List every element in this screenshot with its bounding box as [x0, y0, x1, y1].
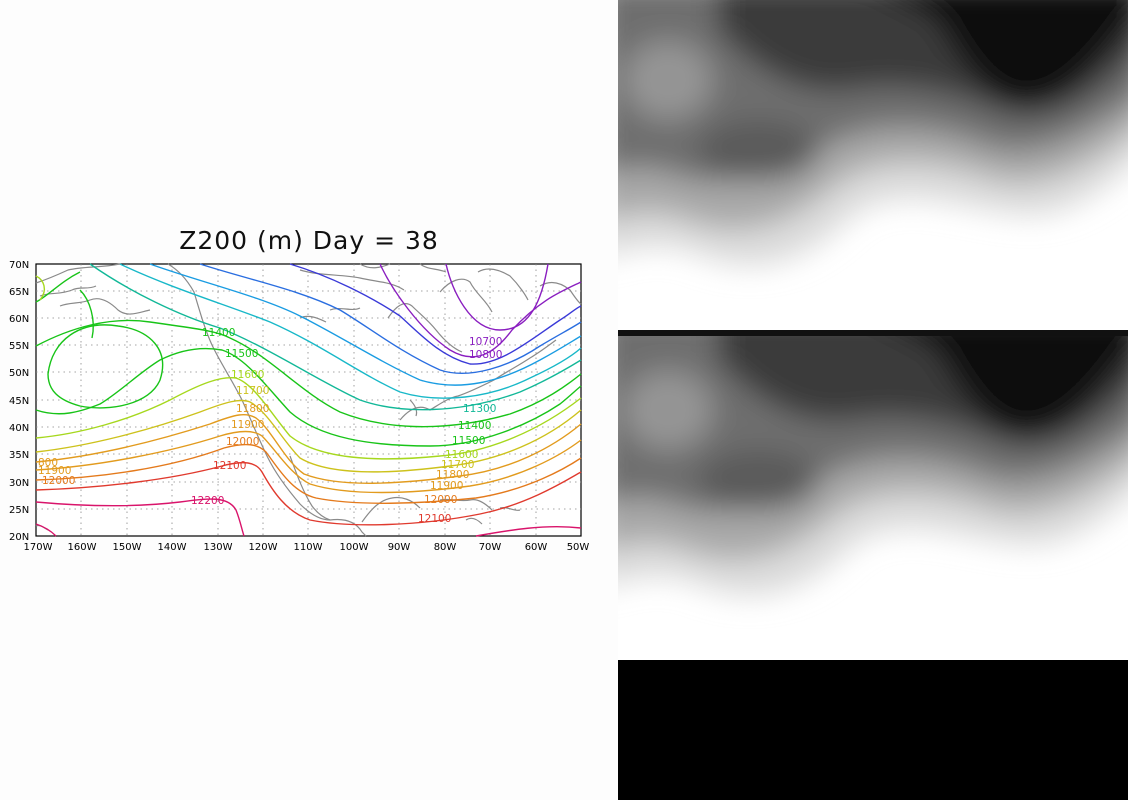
lon-label: 80W [434, 542, 457, 553]
lat-label: 25N [9, 505, 29, 516]
lat-label: 45N [9, 396, 29, 407]
lon-label: 170W [24, 542, 53, 553]
contour-label: 12000 [42, 475, 75, 487]
lat-label: 55N [9, 341, 29, 352]
lat-label: 70N [9, 260, 29, 271]
contour-label: 11600 [231, 369, 264, 381]
contour-label: 11800 [436, 469, 469, 481]
contour-label: 11800 [236, 403, 269, 415]
contour-label: 11500 [225, 348, 258, 360]
lon-label: 50W [567, 542, 590, 553]
contour-lines [35, 263, 582, 537]
contour-label: 11900 [38, 465, 71, 477]
lon-label: 100W [340, 542, 369, 553]
contour-label: 10700 [469, 336, 502, 348]
lon-label: 130W [204, 542, 233, 553]
lat-label: 50N [9, 368, 29, 379]
contour-label: 11900 [430, 480, 463, 492]
grayscale-field-top [618, 0, 1128, 330]
lon-label: 160W [68, 542, 97, 553]
contour-label: 11300 [463, 403, 496, 415]
contour-label: 12000 [424, 494, 457, 506]
lon-label: 70W [479, 542, 502, 553]
contour-label: 11400 [458, 420, 491, 432]
lon-label: 60W [525, 542, 548, 553]
lat-label: 20N [9, 532, 29, 543]
grayscale-field-bottom [618, 330, 1128, 660]
lat-label: 30N [9, 478, 29, 489]
contour-label: 12100 [418, 513, 451, 525]
lat-label: 65N [9, 287, 29, 298]
contour-label: 11400 [202, 327, 235, 339]
lat-label: 60N [9, 314, 29, 325]
contour-label: 12000 [226, 436, 259, 448]
contour-label: 11700 [236, 385, 269, 397]
map-panel: Z200 (m) Day = 38 [9, 226, 590, 553]
contour-map: 11400 11500 11600 11700 11800 11900 1200… [9, 260, 590, 553]
contour-label: 11700 [441, 459, 474, 471]
lat-label: 40N [9, 423, 29, 434]
contour-label: 12200 [191, 495, 224, 507]
grayscale-panel [618, 0, 1128, 800]
map-title: Z200 (m) Day = 38 [179, 226, 439, 255]
lon-label: 140W [158, 542, 187, 553]
contour-label: 11600 [445, 449, 478, 461]
contour-label: 12100 [213, 460, 246, 472]
contour-label: 11500 [452, 435, 485, 447]
longitude-labels: 170W 160W 150W 140W 130W 120W 110W 100W … [24, 542, 590, 553]
contour-label: 10800 [469, 349, 502, 361]
lon-label: 90W [388, 542, 411, 553]
lon-label: 110W [294, 542, 323, 553]
contour-label: 11900 [231, 419, 264, 431]
lon-label: 150W [113, 542, 142, 553]
lat-label: 35N [9, 450, 29, 461]
lon-label: 120W [249, 542, 278, 553]
latitude-labels: 70N 65N 60N 55N 50N 45N 40N 35N 30N 25N … [9, 260, 29, 543]
contour-labels: 11400 11500 11600 11700 11800 11900 1200… [38, 327, 502, 525]
contour-label: 800 [38, 457, 58, 469]
